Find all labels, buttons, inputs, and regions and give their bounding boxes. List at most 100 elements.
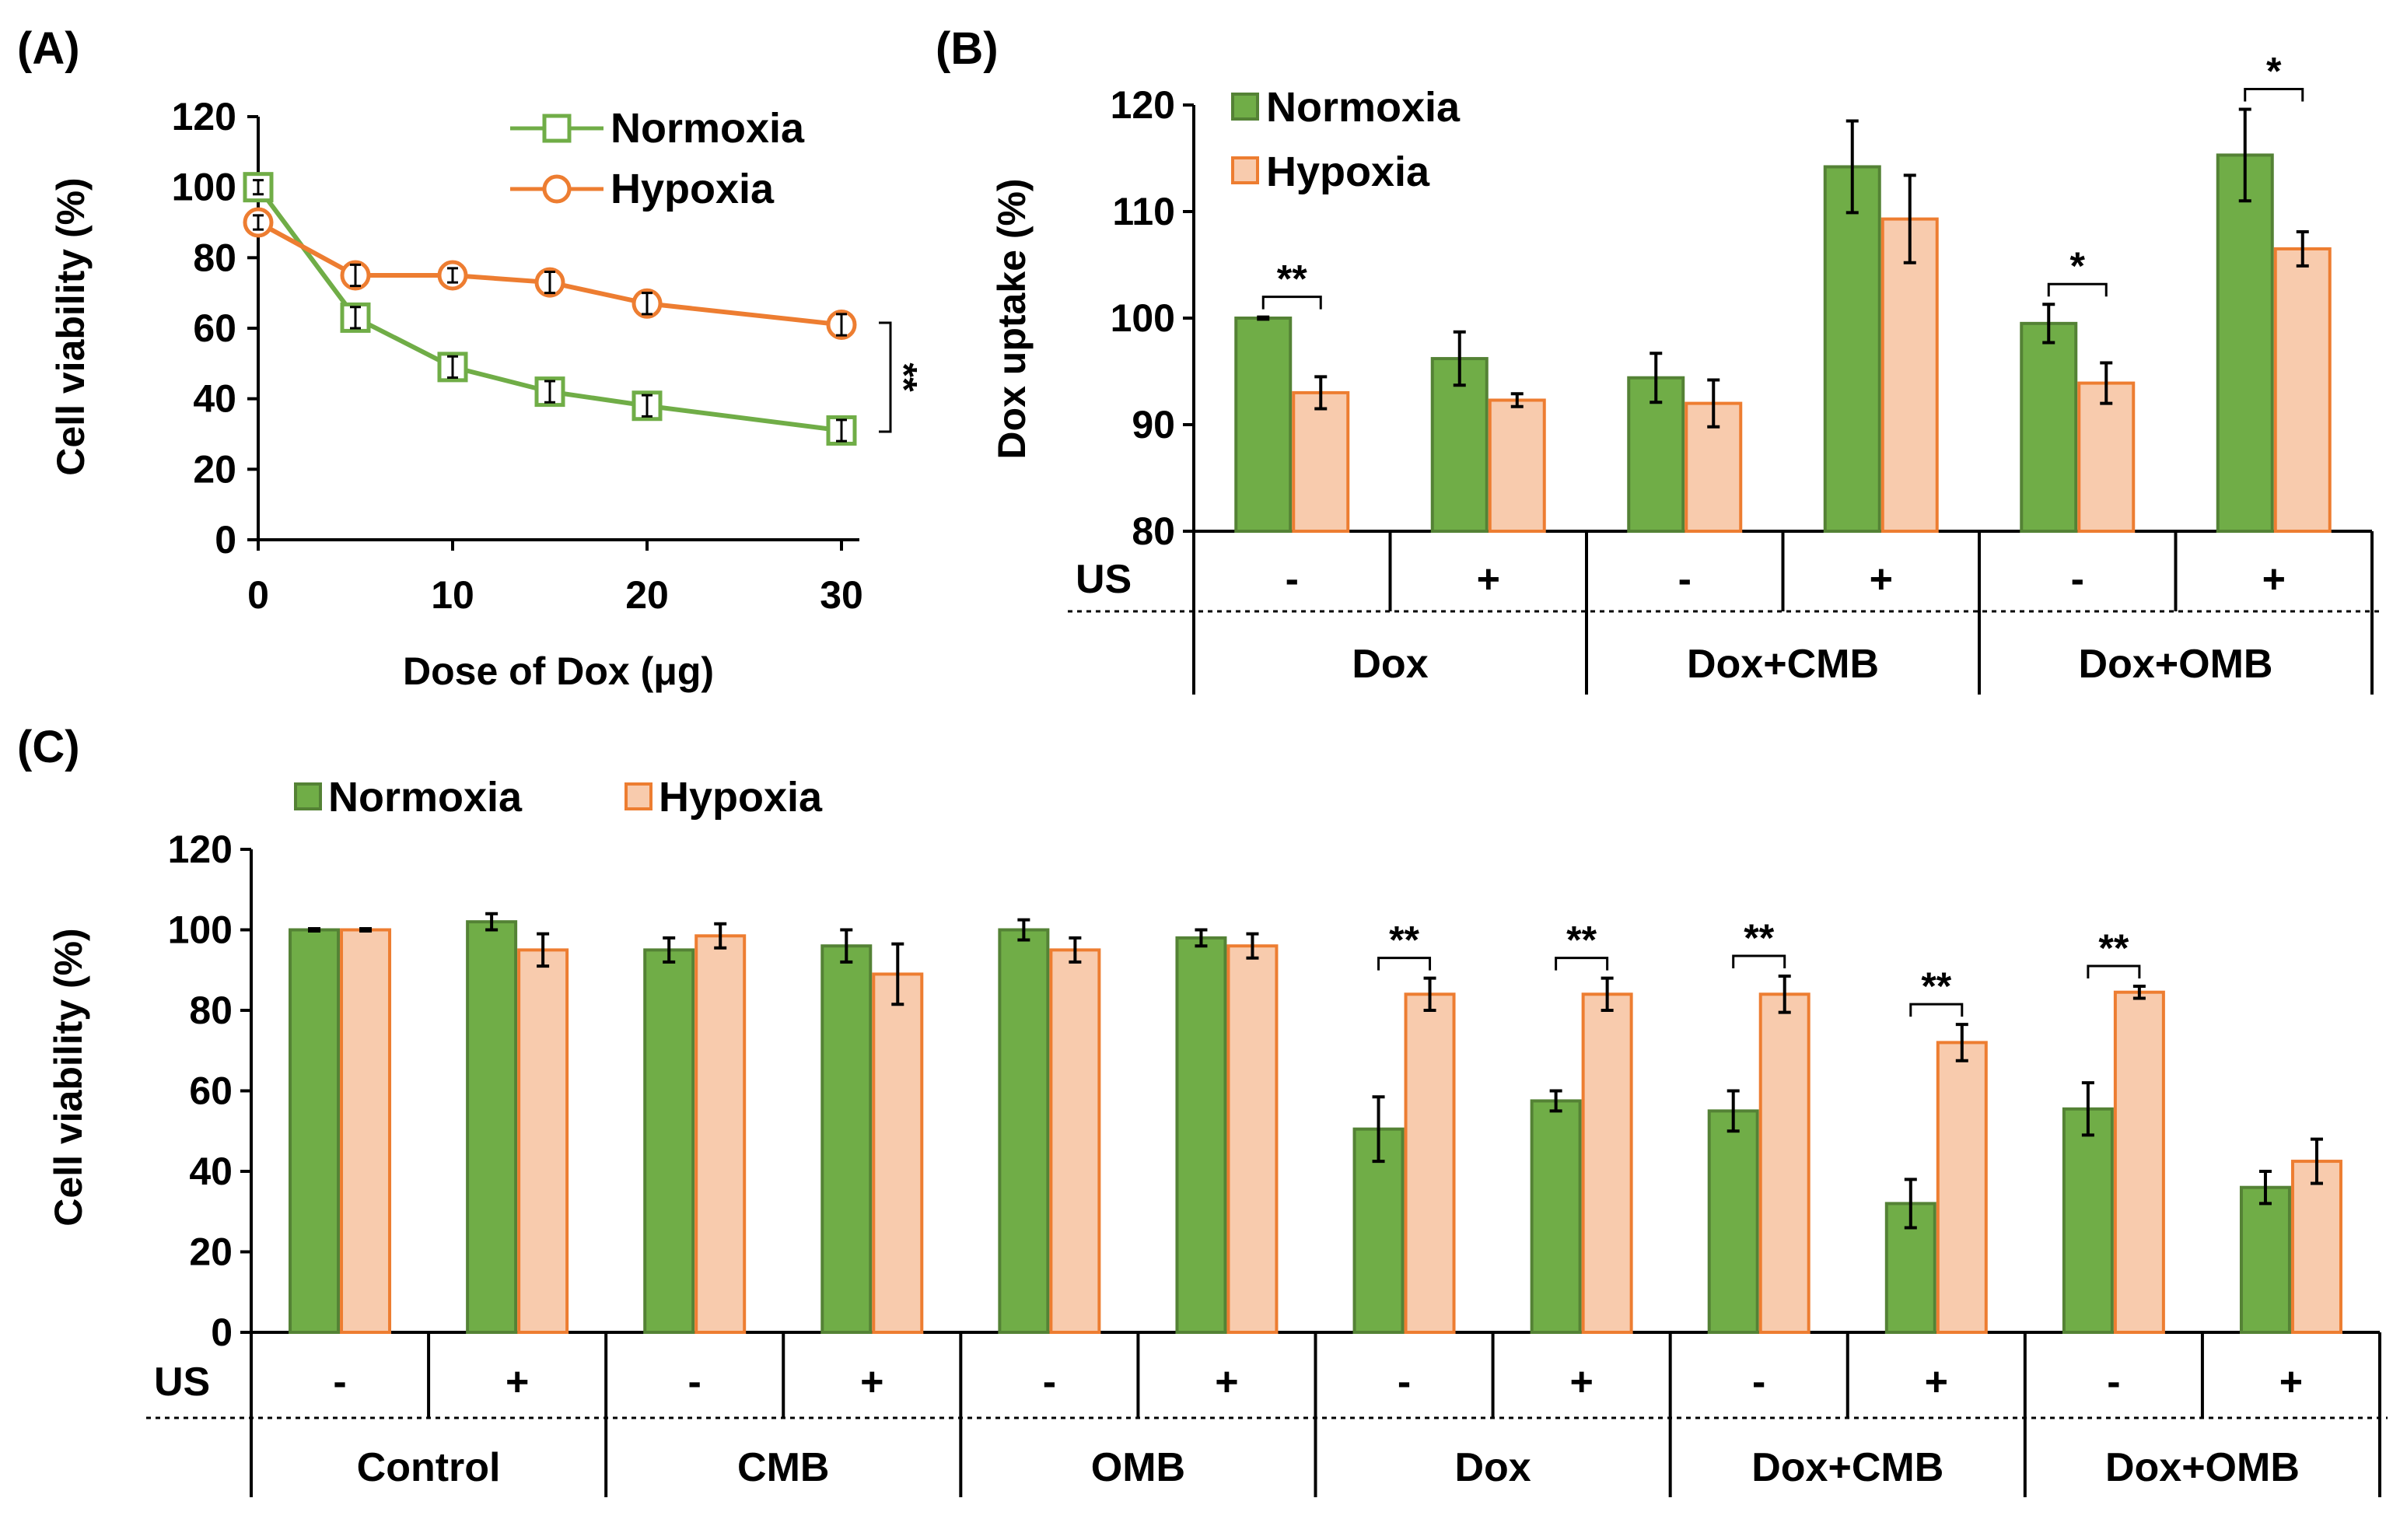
panel-c-y-tick-label: 60 bbox=[189, 1069, 233, 1113]
panel-c-hypoxia-bar bbox=[694, 934, 747, 1334]
panel-b-group-label: Dox bbox=[1352, 642, 1428, 687]
panel-c-y-tick-label: 120 bbox=[168, 828, 233, 871]
panel-c-normoxia-error-bar bbox=[1549, 1089, 1562, 1113]
panel-c-hypoxia-bar bbox=[1758, 992, 1810, 1335]
panel-c-y-tick-label: 20 bbox=[189, 1230, 233, 1274]
panel-c-significance-bracket bbox=[1909, 1003, 1964, 1017]
panel-b-group-label: Dox+OMB bbox=[2079, 642, 2273, 687]
panel-a-hypoxia-error-bar bbox=[447, 267, 458, 284]
panel-c-us-value: - bbox=[333, 1360, 346, 1405]
panel-b-us-value: + bbox=[1477, 557, 1500, 602]
panel-a-y-tick-label: 60 bbox=[193, 306, 236, 350]
panel-c-significance-label: ** bbox=[1566, 919, 1597, 962]
panel-b-normoxia-bar bbox=[1823, 165, 1881, 534]
legend-hypoxia-label: Hypoxia bbox=[610, 166, 775, 212]
panel-b-normoxia-bar bbox=[2020, 321, 2078, 533]
legend-normoxia-swatch bbox=[1231, 93, 1259, 121]
panel-a-normoxia-error-bar bbox=[447, 355, 458, 379]
panel-c-hypoxia-error-bar bbox=[1423, 976, 1436, 1012]
panel-b-us-value: - bbox=[1286, 557, 1299, 602]
panel-c-hypoxia-error-bar bbox=[2310, 1137, 2323, 1185]
panel-b-us-value: - bbox=[2071, 557, 2084, 602]
panel-b-us-value: - bbox=[1678, 557, 1692, 602]
panel-a-series bbox=[243, 172, 857, 446]
panel-b-significance-bracket bbox=[2047, 282, 2108, 297]
panel-a-x-tick-label: 20 bbox=[625, 573, 669, 617]
panel-a-normoxia-error-bar bbox=[642, 394, 652, 418]
panel-c-us-value: + bbox=[506, 1360, 529, 1405]
panel-c-us-value: + bbox=[1569, 1360, 1593, 1405]
panel-b-y-tick-label: 110 bbox=[1112, 190, 1175, 233]
panel-a-normoxia-line bbox=[256, 185, 842, 433]
panel-b-y-tick-label: 80 bbox=[1132, 509, 1175, 553]
panel-c-normoxia-error-bar bbox=[1372, 1095, 1385, 1164]
panel-a-x-tick-label: 10 bbox=[431, 573, 474, 617]
panel-b-y-tick-label: 120 bbox=[1111, 83, 1175, 127]
panel-b-hypoxia-error-bar bbox=[2296, 230, 2309, 268]
panel-c-hypoxia-error-bar bbox=[714, 922, 727, 950]
panel-c-hypoxia-error-bar bbox=[1246, 932, 1259, 960]
panel-c-normoxia-bar bbox=[1175, 936, 1227, 1334]
panel-c-normoxia-error-bar bbox=[1017, 918, 1030, 942]
panel-a-normoxia-error-bar bbox=[350, 306, 361, 330]
panel-b-significance-label: * bbox=[2266, 49, 2282, 93]
panel-a-y-tick-label: 120 bbox=[172, 95, 236, 138]
panel-a-hypoxia-error-bar bbox=[836, 313, 847, 337]
panel-c-significance-bracket bbox=[2087, 964, 2141, 978]
panel-c-normoxia-error-bar bbox=[308, 926, 321, 933]
panel-c-hypoxia-error-bar bbox=[1601, 976, 1614, 1012]
panel-a-hypoxia-error-bar bbox=[544, 270, 555, 295]
panel-c-y-tick-label: 80 bbox=[189, 989, 233, 1032]
panel-c-us-value: + bbox=[860, 1360, 883, 1405]
panel-c-hypoxia-error-bar bbox=[1778, 975, 1791, 1014]
panel-b-normoxia-bar bbox=[1430, 357, 1489, 533]
panel-c-significance-bracket bbox=[1732, 954, 1786, 969]
panel-c-normoxia-bar bbox=[289, 928, 341, 1334]
panel-a-y-tick-label: 80 bbox=[193, 236, 236, 279]
panel-c-group-label: Dox+OMB bbox=[2105, 1445, 2300, 1490]
panel-c-hypoxia-error-bar bbox=[891, 942, 904, 1006]
panel-c-normoxia-bar bbox=[820, 944, 873, 1334]
panel-c-hypoxia-bar bbox=[1936, 1041, 1988, 1335]
legend-hypoxia-swatch bbox=[624, 782, 652, 810]
panel-a-significance-bracket bbox=[879, 321, 892, 433]
panel-a-y-tick-label: 0 bbox=[215, 518, 236, 562]
panel-c-normoxia-bar bbox=[2062, 1107, 2114, 1334]
panel-c-hypoxia-bar bbox=[1404, 992, 1456, 1335]
panel-a-x-axis-label: Dose of Dox (μg) bbox=[403, 649, 714, 693]
panel-c-normoxia-bar bbox=[998, 928, 1050, 1334]
panel-b-hypoxia-bar bbox=[1488, 398, 1546, 533]
panel-b-hypoxia-error-bar bbox=[1510, 392, 1524, 408]
panel-c-normoxia-error-bar bbox=[1904, 1178, 1917, 1230]
panel-b-hypoxia-error-bar bbox=[1707, 378, 1720, 429]
panel-c-hypoxia-bar bbox=[517, 948, 569, 1334]
panel-b-normoxia-error-bar bbox=[1845, 119, 1859, 215]
panel-b-normoxia-error-bar bbox=[1453, 330, 1466, 387]
panel-c-hypoxia-error-bar bbox=[1955, 1023, 1968, 1062]
legend-normoxia-label: Normoxia bbox=[328, 774, 523, 821]
panel-c-us-value: + bbox=[1925, 1360, 1948, 1405]
panel-c-normoxia-bar bbox=[1530, 1099, 1582, 1334]
panel-c-us-value: - bbox=[1043, 1360, 1056, 1405]
panel-a-normoxia-error-bar bbox=[544, 380, 555, 404]
panel-c-us-row-label: US bbox=[154, 1360, 210, 1405]
panel-c-group-label: OMB bbox=[1091, 1445, 1185, 1490]
panel-c-hypoxia-bar bbox=[1226, 944, 1279, 1334]
panel-c-hypoxia-bar bbox=[1581, 992, 1633, 1335]
legend-normoxia-label: Normoxia bbox=[1266, 84, 1461, 131]
panel-b-significance-label: * bbox=[2070, 244, 2086, 288]
panel-c-normoxia-error-bar bbox=[1727, 1089, 1740, 1133]
panel-c-us-value: - bbox=[1752, 1360, 1765, 1405]
panel-c-significance-bracket bbox=[1377, 957, 1432, 971]
panel-a-y-tick-label: 40 bbox=[193, 377, 236, 421]
panel-c: (C) Cell viability (%) 0 20 40 60 80 100 120 US… bbox=[17, 722, 2388, 1497]
panel-c-significance-label: ** bbox=[2098, 926, 2129, 970]
panel-a-x-tick-label: 30 bbox=[820, 573, 863, 617]
panel-c-normoxia-bar bbox=[1352, 1127, 1405, 1334]
panel-a-normoxia-point bbox=[243, 172, 274, 203]
panel-a-normoxia-error-bar bbox=[836, 418, 847, 443]
panel-b-y-tick-label: 90 bbox=[1132, 403, 1175, 446]
panel-a-hypoxia-error-bar bbox=[350, 263, 361, 288]
panel-b-y-axis-label: Dox uptake (%) bbox=[990, 178, 1034, 459]
